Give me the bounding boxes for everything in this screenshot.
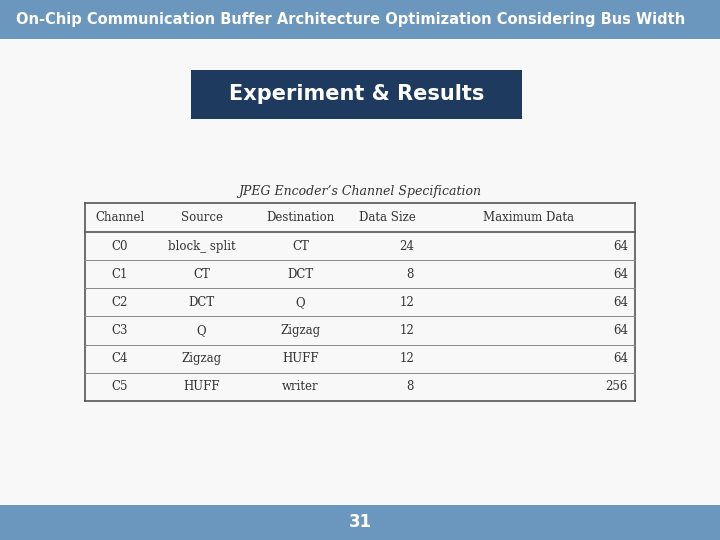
Text: CT: CT — [193, 268, 210, 281]
Text: 12: 12 — [400, 324, 414, 337]
Text: 12: 12 — [400, 352, 414, 365]
Text: writer: writer — [282, 380, 319, 393]
FancyBboxPatch shape — [191, 70, 522, 119]
FancyBboxPatch shape — [0, 505, 720, 540]
Text: 64: 64 — [613, 268, 628, 281]
Text: C3: C3 — [112, 324, 128, 337]
Text: Data Size: Data Size — [359, 211, 415, 224]
Text: 256: 256 — [606, 380, 628, 393]
Text: Q: Q — [296, 296, 305, 309]
Text: C5: C5 — [112, 380, 128, 393]
Text: Destination: Destination — [266, 211, 335, 224]
Text: Experiment & Results: Experiment & Results — [229, 84, 484, 105]
Text: block_ split: block_ split — [168, 240, 235, 253]
Text: 64: 64 — [613, 296, 628, 309]
Text: DCT: DCT — [287, 268, 314, 281]
Text: Source: Source — [181, 211, 222, 224]
Text: Maximum Data: Maximum Data — [482, 211, 574, 224]
Text: C1: C1 — [112, 268, 128, 281]
Text: 8: 8 — [407, 268, 414, 281]
Text: 64: 64 — [613, 324, 628, 337]
Text: CT: CT — [292, 240, 309, 253]
Text: Zigzag: Zigzag — [181, 352, 222, 365]
Text: 8: 8 — [407, 380, 414, 393]
Text: 64: 64 — [613, 240, 628, 253]
Text: JPEG Encoder’s Channel Specification: JPEG Encoder’s Channel Specification — [238, 185, 482, 198]
Text: C4: C4 — [112, 352, 128, 365]
Text: Zigzag: Zigzag — [281, 324, 320, 337]
Text: On-Chip Communication Buffer Architecture Optimization Considering Bus Width: On-Chip Communication Buffer Architectur… — [16, 12, 685, 27]
Text: HUFF: HUFF — [282, 352, 319, 365]
Text: Q: Q — [197, 324, 207, 337]
Text: 24: 24 — [399, 240, 414, 253]
Text: 31: 31 — [348, 514, 372, 531]
Text: C2: C2 — [112, 296, 128, 309]
Text: DCT: DCT — [189, 296, 215, 309]
Text: C0: C0 — [112, 240, 128, 253]
Text: 64: 64 — [613, 352, 628, 365]
Text: HUFF: HUFF — [184, 380, 220, 393]
FancyBboxPatch shape — [0, 39, 720, 505]
FancyBboxPatch shape — [0, 0, 720, 39]
Text: Channel: Channel — [95, 211, 145, 224]
Text: 12: 12 — [400, 296, 414, 309]
